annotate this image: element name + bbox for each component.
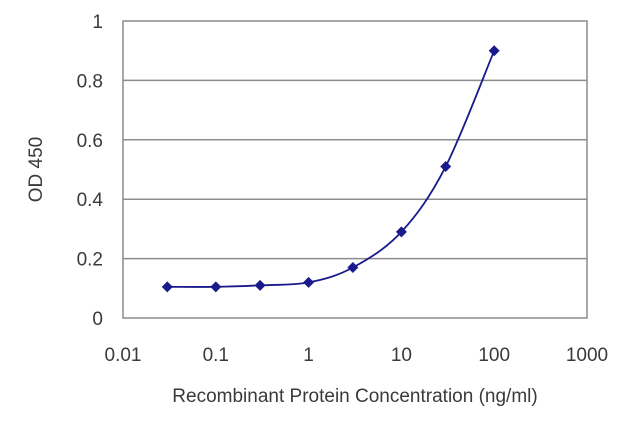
series-line bbox=[167, 50, 496, 288]
plot-area-border bbox=[122, 20, 588, 319]
y-tick-label: 0.8 bbox=[77, 71, 103, 92]
x-tick-label: 10 bbox=[391, 345, 412, 366]
x-axis-title: Recombinant Protein Concentration (ng/ml… bbox=[172, 386, 537, 407]
x-tick-label: 0.1 bbox=[203, 345, 229, 366]
data-point-0 bbox=[161, 281, 173, 293]
x-tick-label: 100 bbox=[478, 345, 510, 366]
y-tick-label: 0.4 bbox=[77, 190, 104, 211]
data-point-3 bbox=[303, 276, 315, 288]
x-tick-label: 1 bbox=[303, 345, 314, 366]
data-point-1 bbox=[210, 281, 222, 293]
data-point-4 bbox=[347, 262, 359, 274]
y-tick-label: 1 bbox=[92, 12, 103, 33]
x-axis-tick-labels: 0.01 0.1 1 10 100 1000 bbox=[105, 345, 609, 366]
data-point-5 bbox=[395, 226, 407, 238]
y-tick-label: 0.6 bbox=[77, 131, 103, 152]
data-point-6 bbox=[440, 161, 452, 173]
gridlines bbox=[123, 79, 587, 260]
x-tick-label: 0.01 bbox=[105, 345, 142, 366]
y-tick-label: 0.2 bbox=[77, 250, 103, 271]
y-axis-tick-labels: 0 0.2 0.4 0.6 0.8 1 bbox=[77, 12, 104, 330]
y-tick-label: 0 bbox=[92, 309, 103, 330]
y-axis-title: OD 450 bbox=[26, 137, 47, 202]
data-point-2 bbox=[254, 279, 266, 291]
x-tick-label: 1000 bbox=[566, 345, 608, 366]
data-point-7 bbox=[488, 45, 500, 57]
data-point-markers bbox=[161, 45, 500, 293]
